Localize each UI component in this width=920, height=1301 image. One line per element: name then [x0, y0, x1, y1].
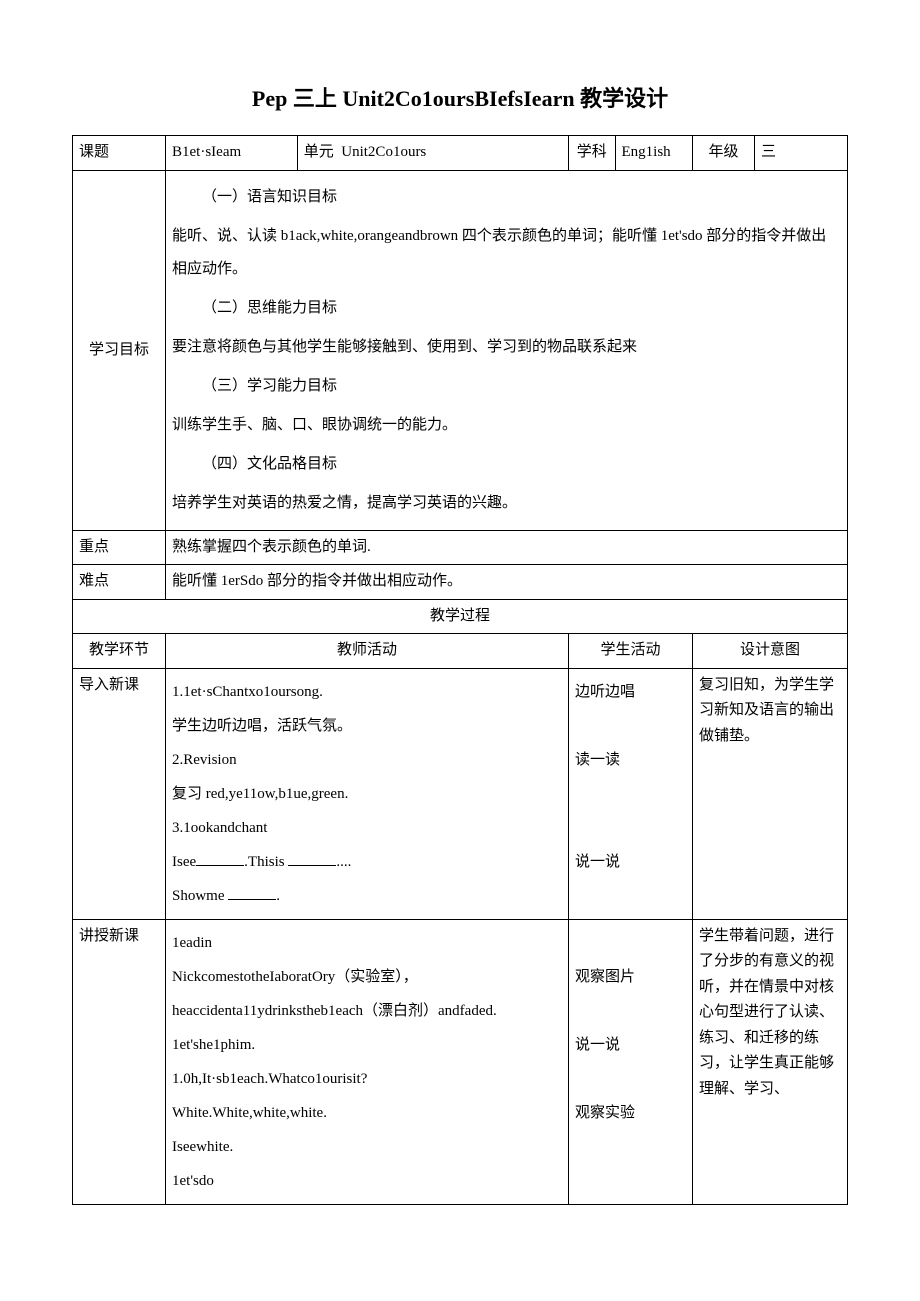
table-row: 导入新课 1.1et·sChantxo1oursong. 学生边听边唱，活跃气氛… [73, 668, 848, 919]
teacher-line: 3.1ookandchant [172, 813, 562, 843]
table-row: 难点 能听懂 1erSdo 部分的指令并做出相应动作。 [73, 565, 848, 600]
obj-body: 训练学生手、脑、口、眼协调统一的能力。 [172, 409, 841, 442]
obj-body: 培养学生对英语的热爱之情，提高学习英语的兴趣。 [172, 487, 841, 520]
teacher-line: 1et'sdo [172, 1166, 562, 1196]
student-line [575, 1064, 686, 1094]
teacher-line: 复习 red,ye11ow,b1ue,green. [172, 779, 562, 809]
objectives-label: 学习目标 [73, 170, 166, 530]
page-title: Pep 三上 Unit2Co1oursBIefsIearn 教学设计 [72, 80, 848, 117]
teacher-line: 1.1et·sChantxo1oursong. [172, 677, 562, 707]
teacher-line: 2.Revision [172, 745, 562, 775]
teacher-line: Isee .Thisis .... [172, 847, 562, 877]
phase-cell: 讲授新课 [73, 919, 166, 1204]
student-line [575, 996, 686, 1026]
table-row: 讲授新课 1eadin NickcomestotheIaboratOry（实验室… [73, 919, 848, 1204]
blank-line [196, 850, 244, 866]
col-intent: 设计意图 [693, 634, 848, 669]
student-line: 观察实验 [575, 1098, 686, 1128]
obj-heading: （一）语言知识目标 [172, 181, 841, 214]
student-line [575, 928, 686, 958]
student-line [575, 881, 686, 911]
teacher-line: 1.0h,It·sb1each.Whatco1ourisit? [172, 1064, 562, 1094]
table-row: 课题 B1et·sIeam 单元 Unit2Co1ours 学科 Eng1ish… [73, 136, 848, 171]
grade-value: 三 [755, 136, 848, 171]
obj-heading: （四）文化品格目标 [172, 448, 841, 481]
teacher-line: NickcomestotheIaboratOry（实验室）， [172, 962, 562, 992]
student-line: 读一读 [575, 745, 686, 775]
obj-body: 能听、说、认读 b1ack,white,orangeandbrown 四个表示颜… [172, 220, 841, 286]
difficulty-label: 难点 [73, 565, 166, 600]
intent-cell: 复习旧知，为学生学习新知及语言的输出做铺垫。 [693, 668, 848, 919]
teacher-line: Iseewhite. [172, 1132, 562, 1162]
teacher-line: Showme . [172, 881, 562, 911]
topic-label: 课题 [73, 136, 166, 171]
student-line: 边听边唱 [575, 677, 686, 707]
process-title: 教学过程 [73, 599, 848, 634]
unit-value: Unit2Co1ours [341, 144, 426, 160]
table-row: 学习目标 （一）语言知识目标 能听、说、认读 b1ack,white,orang… [73, 170, 848, 530]
blank-line [288, 850, 336, 866]
col-phase: 教学环节 [73, 634, 166, 669]
student-line [575, 1132, 686, 1162]
topic-value: B1et·sIeam [166, 136, 298, 171]
student-line: 说一说 [575, 847, 686, 877]
student-line: 说一说 [575, 1030, 686, 1060]
table-row: 教学过程 [73, 599, 848, 634]
teacher-line: 1eadin [172, 928, 562, 958]
teacher-cell: 1eadin NickcomestotheIaboratOry（实验室）， he… [166, 919, 569, 1204]
blank-line [228, 884, 276, 900]
objectives-content: （一）语言知识目标 能听、说、认读 b1ack,white,orangeandb… [166, 170, 848, 530]
fill-prefix: Isee [172, 854, 196, 870]
subject-value: Eng1ish [615, 136, 693, 171]
student-line [575, 779, 686, 809]
obj-body: 要注意将颜色与其他学生能够接触到、使用到、学习到的物品联系起来 [172, 331, 841, 364]
col-student: 学生活动 [569, 634, 693, 669]
student-cell: 观察图片 说一说 观察实验 [569, 919, 693, 1204]
difficulty-value: 能听懂 1erSdo 部分的指令并做出相应动作。 [166, 565, 848, 600]
fill-suffix: .... [336, 854, 351, 870]
student-line: 观察图片 [575, 962, 686, 992]
teacher-line: 学生边听边唱，活跃气氛。 [172, 711, 562, 741]
fill-prefix: Showme [172, 888, 228, 904]
student-line [575, 711, 686, 741]
teacher-line: heaccidenta11ydrinkstheb1each（漂白剂）andfad… [172, 996, 562, 1026]
table-row: 重点 熟练掌握四个表示颜色的单词. [73, 530, 848, 565]
col-teacher: 教师活动 [166, 634, 569, 669]
keypoint-value: 熟练掌握四个表示颜色的单词. [166, 530, 848, 565]
intent-cell: 学生带着问题，进行了分步的有意义的视听，并在情景中对核心句型进行了认读、练习、和… [693, 919, 848, 1204]
lesson-plan-table: 课题 B1et·sIeam 单元 Unit2Co1ours 学科 Eng1ish… [72, 135, 848, 1205]
unit-label-cell: 单元 Unit2Co1ours [297, 136, 568, 171]
student-line [575, 1166, 686, 1196]
obj-heading: （三）学习能力目标 [172, 370, 841, 403]
phase-cell: 导入新课 [73, 668, 166, 919]
teacher-line: White.White,white,white. [172, 1098, 562, 1128]
teacher-line: 1et'she1phim. [172, 1030, 562, 1060]
fill-mid: .Thisis [244, 854, 288, 870]
keypoint-label: 重点 [73, 530, 166, 565]
student-cell: 边听边唱 读一读 说一说 [569, 668, 693, 919]
table-row: 教学环节 教师活动 学生活动 设计意图 [73, 634, 848, 669]
fill-suffix: . [276, 888, 280, 904]
unit-label: 单元 [304, 144, 334, 160]
subject-label: 学科 [569, 136, 616, 171]
grade-label: 年级 [693, 136, 755, 171]
student-line [575, 813, 686, 843]
obj-heading: （二）思维能力目标 [172, 292, 841, 325]
teacher-cell: 1.1et·sChantxo1oursong. 学生边听边唱，活跃气氛。 2.R… [166, 668, 569, 919]
